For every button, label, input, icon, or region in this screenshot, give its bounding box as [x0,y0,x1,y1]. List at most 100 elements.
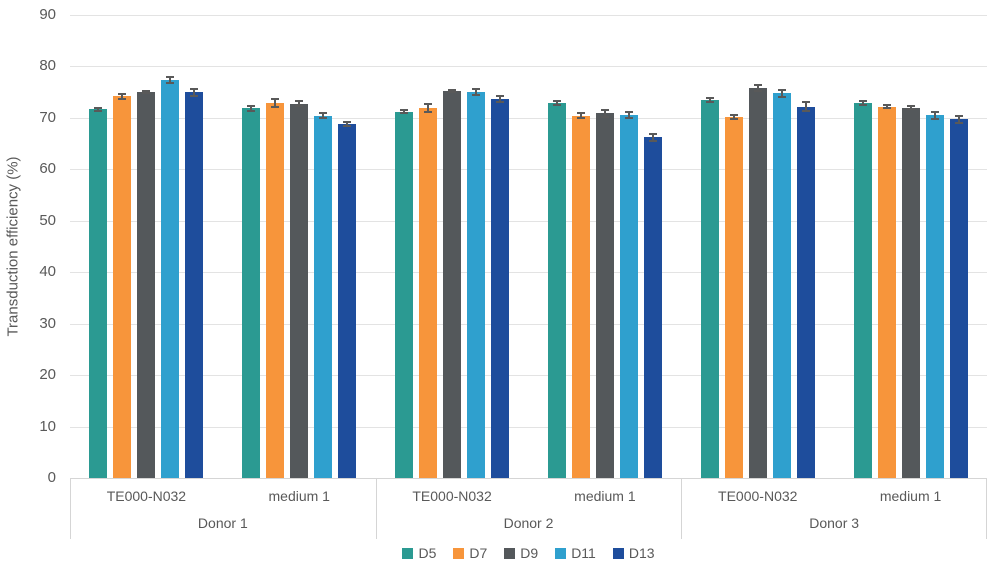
error-bar-cap [906,105,915,108]
error-bar-cap [343,121,352,124]
legend-label-D7: D7 [469,545,488,561]
error-bar-cap [858,99,867,102]
error-bar-cap [648,132,657,135]
error-bar-cap [142,92,151,95]
condition-label: TE000-N032 [718,488,798,504]
error-bar-cap [424,111,433,114]
error-bar-cap [600,115,609,118]
error-bar-cap [576,117,585,120]
bar-D5-donor2-te [395,111,414,478]
error-bar-line [145,90,148,95]
bar-D7-donor2-te [419,108,438,478]
legend-item-D7: D7 [453,545,487,561]
error-bar-line [274,98,277,108]
error-bar-cap [954,121,963,124]
error-bar-cap [166,82,175,85]
bar-D11-donor2-medium [619,114,638,478]
condition-label: TE000-N032 [412,488,492,504]
error-bar-line [957,115,960,124]
error-bar-line [732,113,735,120]
error-bar-line [909,105,912,111]
bar-D7-donor1-medium [266,102,285,478]
bar-D7-donor3-te [724,116,743,478]
bar-D5-donor3-te [700,99,719,478]
error-bar-line [603,108,606,118]
category-axis: TE000-N032 medium 1 TE000-N032 medium 1 TE00… [70,478,987,539]
error-bar-cap [295,100,304,103]
error-bar-line [346,121,349,127]
error-bar-line [169,76,172,85]
y-tick-label-0: 0 [47,469,56,486]
y-tick-label-60: 60 [39,160,56,178]
error-bar-line [298,100,301,107]
error-bar-line [651,132,654,143]
bar-D9-donor1-te [137,92,156,478]
legend-swatch-D9 [504,547,516,559]
gridline-20 [70,375,987,377]
y-tick-label-90: 90 [39,6,56,23]
error-bar-cap [801,101,810,104]
error-bar-line [475,87,478,96]
category-divider [986,479,987,539]
donor-label-3: Donor 3 [809,515,860,531]
error-bar-line [193,87,196,97]
legend-item-D11: D11 [555,545,596,561]
error-bar-cap [319,117,328,120]
gridline-40 [70,272,987,274]
gridline-30 [70,323,987,325]
gridline-10 [70,426,987,428]
error-bar-cap [496,94,505,97]
y-tick-label-70: 70 [39,108,56,126]
bar-D9-donor3-te [748,88,767,478]
error-bar-cap [801,109,810,112]
bar-D13-donor1-medium [338,124,357,478]
error-bar-cap [753,84,762,87]
error-bar-cap [472,93,481,96]
error-bar-cap [906,108,915,111]
error-bar-cap [448,91,457,94]
bar-D11-donor3-medium [925,115,944,478]
condition-label: TE000-N032 [106,488,187,504]
error-bar-cap [930,110,939,113]
bar-D11-donor1-te [161,80,180,478]
error-bar-cap [166,76,175,79]
error-bar-line [861,99,864,107]
y-tick-label-40: 40 [39,263,56,281]
error-bar-line [627,110,630,119]
bar-D11-donor2-te [467,91,486,478]
category-divider [375,479,377,539]
error-bar-line [403,109,406,115]
error-bar-cap [319,112,328,115]
error-bar-cap [271,98,280,101]
bar-D7-donor2-medium [571,115,590,478]
legend-label-D13: D13 [628,545,655,561]
bar-D5-donor3-medium [853,102,872,478]
gridline-70 [70,117,987,119]
error-bar-cap [729,117,738,120]
legend-label-D9: D9 [520,545,539,561]
bar-D5-donor1-te [89,109,108,478]
error-bar-line [933,110,936,120]
error-bar-line [708,96,711,103]
bar-D13-donor2-te [491,98,510,478]
bar-D13-donor3-te [796,106,815,478]
error-bar-cap [648,140,657,143]
error-bar-cap [295,104,304,107]
error-bar-line [885,103,888,110]
category-divider [681,479,683,539]
y-tick-label-50: 50 [39,211,56,229]
error-bar-cap [729,113,738,116]
legend-label-D11: D11 [571,545,596,561]
gridline-60 [70,169,987,171]
bar-D7-donor1-te [113,96,132,478]
y-tick-label-20: 20 [39,366,56,384]
error-bar-cap [94,109,103,112]
error-bar-cap [882,103,891,106]
error-bar-line [780,88,783,98]
legend-swatch-D5 [402,547,414,559]
legend: D5 D7 D9 D11 D13 [70,545,987,561]
error-bar-cap [118,97,127,100]
bar-D11-donor1-medium [314,115,333,478]
error-bar-cap [271,105,280,108]
